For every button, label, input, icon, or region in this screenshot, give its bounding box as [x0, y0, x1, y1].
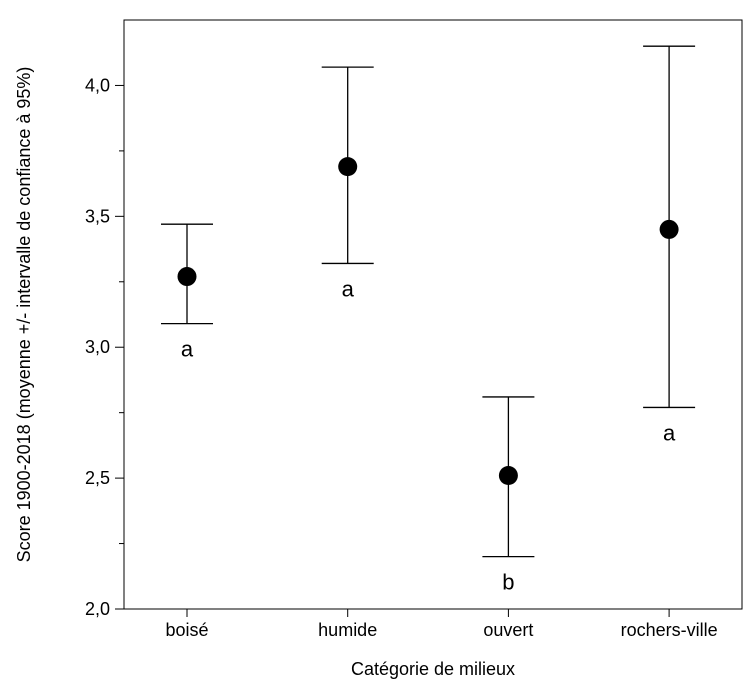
significance-letter: a: [342, 276, 355, 301]
x-tick-label: boisé: [165, 620, 208, 640]
mean-point: [498, 465, 518, 485]
significance-letter: a: [663, 420, 676, 445]
plot-area: [123, 19, 743, 610]
y-tick-label: 2,0: [85, 599, 110, 619]
x-tick-label: humide: [318, 620, 377, 640]
x-tick-label: rochers-ville: [621, 620, 718, 640]
plot-frame: [123, 19, 743, 610]
data-marks: a a b a: [161, 45, 696, 595]
mean-point: [659, 219, 679, 239]
y-tick-label: 3,0: [85, 337, 110, 357]
y-tick-label: 3,5: [85, 206, 110, 226]
x-axis-title: Catégorie de milieux: [351, 659, 515, 679]
mean-point: [338, 157, 358, 177]
x-axis: boisé humide ouvert rochers-ville: [165, 609, 718, 640]
y-axis: 2,0 2,5 3,0 3,5 4,0: [85, 75, 124, 619]
y-tick-label: 4,0: [85, 75, 110, 95]
y-tick-label: 2,5: [85, 468, 110, 488]
significance-letter: a: [181, 337, 194, 362]
y-axis-title: Score 1900-2018 (moyenne +/- intervalle …: [14, 67, 34, 563]
mean-point: [177, 267, 197, 287]
significance-letter: b: [502, 570, 514, 595]
x-tick-label: ouvert: [483, 620, 533, 640]
